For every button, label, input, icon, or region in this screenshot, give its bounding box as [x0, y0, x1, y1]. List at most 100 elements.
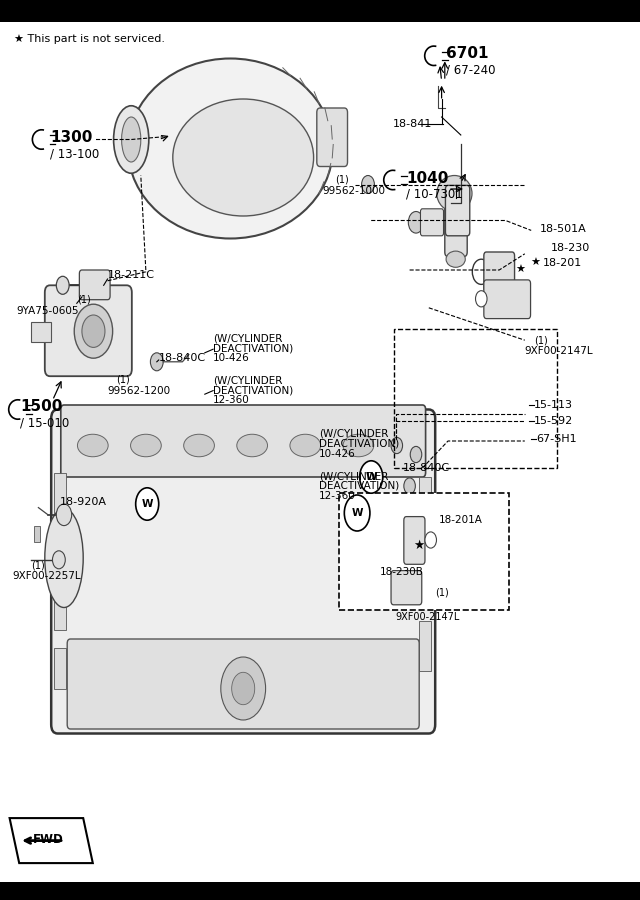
Text: 67-SH1: 67-SH1 — [536, 434, 577, 445]
Text: ★: ★ — [530, 257, 540, 268]
Text: 18-201: 18-201 — [543, 257, 582, 268]
Circle shape — [52, 551, 65, 569]
Text: 12-360: 12-360 — [319, 491, 355, 501]
Text: (1): (1) — [534, 335, 548, 346]
Ellipse shape — [114, 106, 148, 173]
Text: 18-840C: 18-840C — [403, 463, 451, 473]
Bar — [54, 472, 66, 513]
Text: DEACTIVATION): DEACTIVATION) — [213, 385, 293, 396]
Text: ★: ★ — [413, 539, 425, 552]
Ellipse shape — [446, 251, 465, 267]
Bar — [31, 322, 51, 342]
Ellipse shape — [128, 58, 333, 238]
FancyBboxPatch shape — [51, 410, 435, 734]
Ellipse shape — [343, 435, 374, 457]
FancyBboxPatch shape — [404, 517, 425, 564]
Ellipse shape — [237, 435, 268, 457]
Text: (1): (1) — [31, 560, 44, 571]
Text: 18-841: 18-841 — [393, 119, 433, 130]
Text: 12-360: 12-360 — [213, 395, 250, 406]
Text: 9XF00-2147L: 9XF00-2147L — [396, 612, 460, 623]
Text: 9YA75-0605: 9YA75-0605 — [16, 305, 79, 316]
Text: 18-840C: 18-840C — [159, 353, 206, 364]
Ellipse shape — [290, 435, 321, 457]
Circle shape — [362, 176, 374, 194]
Text: 18-501A: 18-501A — [540, 224, 586, 235]
Text: (W/CYLINDER: (W/CYLINDER — [213, 333, 282, 344]
Circle shape — [472, 259, 490, 284]
Text: 15-113: 15-113 — [534, 400, 573, 410]
Ellipse shape — [77, 435, 108, 457]
FancyBboxPatch shape — [420, 209, 444, 236]
Ellipse shape — [173, 99, 314, 216]
Ellipse shape — [436, 176, 472, 211]
Text: 10-426: 10-426 — [319, 448, 355, 459]
Circle shape — [344, 495, 370, 531]
Circle shape — [150, 353, 163, 371]
Bar — [54, 648, 66, 688]
Bar — [419, 477, 431, 526]
Circle shape — [82, 315, 105, 347]
Ellipse shape — [122, 117, 141, 162]
FancyBboxPatch shape — [317, 108, 348, 166]
Circle shape — [425, 532, 436, 548]
Bar — [54, 590, 66, 630]
Circle shape — [408, 212, 424, 233]
Text: 99562-1000: 99562-1000 — [322, 185, 385, 196]
Circle shape — [410, 446, 422, 463]
Circle shape — [476, 291, 487, 307]
Text: FWD: FWD — [33, 833, 63, 846]
Text: ★: ★ — [515, 265, 525, 275]
Text: 99562-1200: 99562-1200 — [108, 385, 171, 396]
FancyBboxPatch shape — [61, 405, 426, 477]
FancyBboxPatch shape — [445, 189, 467, 256]
Text: ★ This part is not serviced.: ★ This part is not serviced. — [14, 34, 165, 44]
Text: 18-230: 18-230 — [550, 243, 589, 254]
Text: W: W — [141, 499, 153, 509]
FancyBboxPatch shape — [484, 280, 531, 319]
Text: / 13-100: / 13-100 — [50, 148, 99, 160]
Bar — [54, 531, 66, 572]
Text: 18-920A: 18-920A — [60, 497, 106, 508]
FancyBboxPatch shape — [339, 493, 509, 610]
Bar — [0, 882, 640, 900]
Text: / 67-240: / 67-240 — [446, 64, 495, 76]
Text: W: W — [351, 508, 363, 518]
Text: 1300: 1300 — [50, 130, 92, 145]
Ellipse shape — [131, 435, 161, 457]
Text: (1): (1) — [435, 587, 449, 598]
Text: 9XF00-2147L: 9XF00-2147L — [525, 346, 593, 356]
Text: (1): (1) — [116, 374, 130, 385]
Text: (1): (1) — [335, 175, 349, 185]
Text: / 10-7301: / 10-7301 — [406, 188, 463, 201]
Text: 10-426: 10-426 — [213, 353, 250, 364]
Text: DEACTIVATION): DEACTIVATION) — [319, 481, 399, 491]
Text: 9XF00-2257L: 9XF00-2257L — [13, 571, 81, 581]
FancyBboxPatch shape — [79, 270, 110, 300]
Text: DEACTIVATION): DEACTIVATION) — [213, 343, 293, 354]
FancyBboxPatch shape — [391, 571, 422, 605]
Circle shape — [232, 672, 255, 705]
Text: 6701: 6701 — [446, 47, 488, 61]
Text: DEACTIVATION): DEACTIVATION) — [319, 438, 399, 449]
Text: (W/CYLINDER: (W/CYLINDER — [319, 428, 388, 439]
Text: (W/CYLINDER: (W/CYLINDER — [319, 471, 388, 482]
FancyBboxPatch shape — [45, 285, 132, 376]
Text: 18-201A: 18-201A — [439, 515, 483, 526]
Text: (W/CYLINDER: (W/CYLINDER — [213, 375, 282, 386]
Circle shape — [360, 461, 383, 493]
Circle shape — [74, 304, 113, 358]
Bar — [419, 549, 431, 598]
Text: / 15-010: / 15-010 — [20, 417, 70, 429]
Circle shape — [391, 437, 403, 454]
FancyBboxPatch shape — [445, 185, 470, 236]
Circle shape — [136, 488, 159, 520]
Ellipse shape — [184, 435, 214, 457]
Text: 1040: 1040 — [406, 171, 449, 185]
Circle shape — [404, 478, 415, 494]
Bar — [34, 526, 40, 542]
Bar — [0, 0, 640, 22]
Text: 15-592: 15-592 — [534, 416, 573, 427]
Ellipse shape — [45, 508, 83, 608]
Text: W: W — [365, 472, 377, 482]
